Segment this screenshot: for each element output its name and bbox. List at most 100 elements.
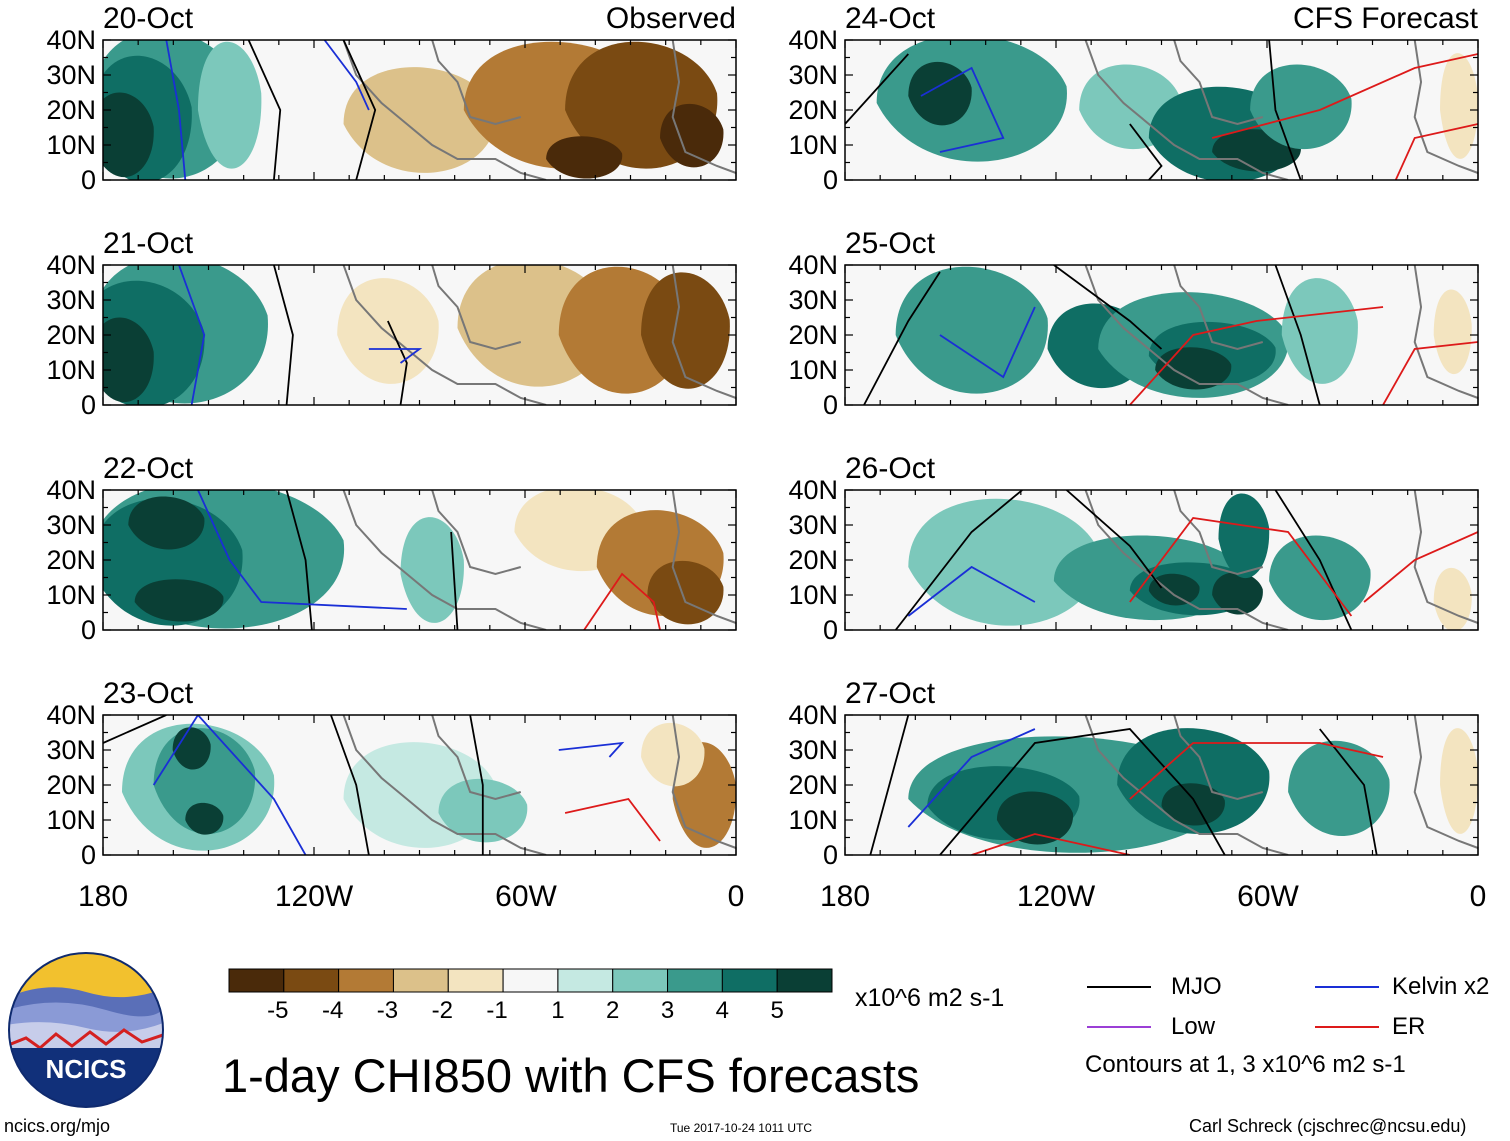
coastline: [1413, 490, 1478, 624]
coastline: [1413, 40, 1478, 174]
contour-line: [1129, 517, 1353, 617]
contour-line: [469, 715, 484, 855]
contour-line: [845, 53, 909, 125]
colorbar-swatch: [502, 968, 559, 993]
coastline: [1084, 490, 1289, 630]
contour-line: [564, 797, 661, 842]
map-panel-0: [102, 39, 737, 181]
legend-label-er: ER: [1392, 1013, 1426, 1040]
lat-tick: 30N: [788, 510, 838, 540]
colorbar-units: x10^6 m2 s-1: [855, 984, 1005, 1012]
coastline: [1084, 40, 1289, 180]
panel-tag-observed: Observed: [605, 2, 736, 35]
coastline: [1173, 715, 1264, 801]
anomaly-region: [103, 317, 154, 403]
anomaly-region: [1250, 64, 1352, 150]
colorbar-label: 1: [551, 997, 565, 1024]
anomaly-region: [1433, 567, 1472, 630]
coastline: [1084, 265, 1289, 405]
lat-tick: 10N: [46, 805, 96, 835]
lat-tick: 30N: [46, 60, 96, 90]
colorbar-swatch: [283, 968, 340, 993]
anomaly-region: [197, 41, 262, 169]
coastline: [1173, 40, 1264, 126]
contour-line: [939, 306, 1036, 379]
panel-title-4: 24-Oct: [845, 2, 936, 35]
lat-tick: 40N: [788, 700, 838, 730]
contour-line: [247, 40, 282, 180]
colorbar-swatch: [721, 968, 778, 993]
map-panel-7: [844, 714, 1479, 856]
contour-line: [285, 490, 313, 630]
panel-title-5: 25-Oct: [845, 227, 936, 260]
anomaly-region: [660, 103, 724, 168]
lat-tick: 20N: [788, 545, 838, 575]
contour-line: [273, 265, 294, 405]
lat-tick: 40N: [46, 475, 96, 505]
contour-line: [939, 728, 1226, 855]
contour-line: [165, 40, 187, 180]
figure-title: 1-day CHI850 with CFS forecasts: [222, 1049, 920, 1102]
coastline: [431, 715, 522, 801]
colorbar-label: -5: [267, 997, 289, 1024]
anomaly-region: [1269, 535, 1371, 621]
contour-line: [1053, 265, 1163, 350]
lat-tick: 10N: [788, 130, 838, 160]
footer-author: Carl Schreck (cjschrec@ncsu.edu): [1189, 1116, 1467, 1136]
map-panel-4: [844, 39, 1479, 181]
contour-line: [907, 565, 1036, 617]
coastline: [1413, 715, 1478, 849]
footer-timestamp: Tue 2017-10-24 1011 UTC: [670, 1121, 813, 1135]
lat-tick: 0: [822, 165, 838, 195]
anomaly-region: [1281, 278, 1358, 384]
colorbar-swatch: [392, 968, 449, 993]
legend-lines: [1087, 986, 1379, 1028]
lat-tick: 20N: [46, 545, 96, 575]
contour-line: [450, 531, 459, 630]
lat-tick: 30N: [46, 510, 96, 540]
contour-line: [1129, 742, 1384, 800]
contour-line: [558, 741, 625, 758]
coastline: [671, 715, 736, 849]
colorbar-swatch: [228, 968, 285, 993]
coastline: [1173, 490, 1264, 576]
lat-tick: 10N: [788, 580, 838, 610]
colorbar-swatch: [612, 968, 669, 993]
contour-line: [103, 715, 167, 744]
colorbar-swatch: [557, 968, 614, 993]
coastline: [342, 490, 547, 630]
map-panel-1: [102, 264, 737, 406]
contour-line: [1268, 40, 1302, 180]
contour-line: [1363, 531, 1478, 603]
colorbar-swatch: [667, 968, 723, 993]
anomaly-region: [128, 496, 205, 550]
colorbar: [228, 968, 833, 993]
map-panel-3: [102, 714, 737, 856]
contour-line: [920, 66, 1005, 153]
coastline: [342, 715, 547, 855]
lat-tick: 10N: [788, 805, 838, 835]
map-panels: [102, 39, 1479, 856]
panel-tag-cfs-forecast: CFS Forecast: [1292, 2, 1478, 35]
lon-tick-60w-left: 60W: [495, 880, 557, 913]
lat-tick: 10N: [46, 130, 96, 160]
contour-line: [342, 40, 377, 180]
lat-tick: 20N: [46, 95, 96, 125]
coastline: [431, 265, 522, 351]
lat-tick: 40N: [46, 25, 96, 55]
lat-tick: 40N: [788, 25, 838, 55]
contour-line: [1129, 306, 1384, 405]
anomaly-region: [337, 278, 439, 384]
contour-line: [1394, 123, 1478, 180]
lat-tick: 0: [822, 390, 838, 420]
contour-line: [869, 715, 910, 855]
colorbar-label: 4: [715, 997, 730, 1024]
lon-tick-120w-right: 120W: [1016, 880, 1096, 913]
panel-title-3: 23-Oct: [103, 677, 194, 710]
lat-tick: 30N: [46, 735, 96, 765]
legend-label-mjo: MJO: [1171, 973, 1222, 1000]
lat-tick: 40N: [788, 475, 838, 505]
coastline: [671, 265, 736, 399]
footer-url: ncics.org/mjo: [4, 1116, 111, 1136]
coastline: [671, 40, 736, 174]
